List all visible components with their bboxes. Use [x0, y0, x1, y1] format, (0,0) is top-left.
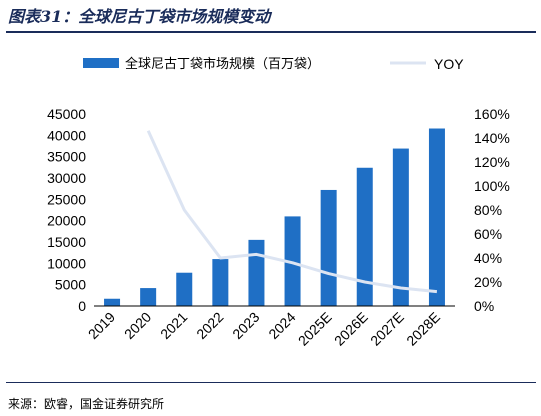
figure-title: 图表31：全球尼古丁袋市场规模变动 [8, 7, 271, 26]
x-tick-label: 2026E [331, 309, 371, 349]
left-tick-label: 30000 [47, 170, 86, 186]
legend-swatch-bar [83, 58, 119, 68]
right-tick-label: 160% [474, 106, 510, 122]
bar [140, 288, 157, 306]
right-tick-label: 120% [474, 154, 510, 170]
right-axis: 0% 20% 40% 60% 80% 100% 120% 140% 160% [474, 106, 510, 314]
bar [212, 259, 229, 306]
left-tick-label: 15000 [47, 234, 86, 250]
bar [284, 216, 301, 306]
x-tick-label: 2020 [121, 309, 154, 342]
bar [176, 272, 193, 306]
right-tick-label: 100% [474, 178, 510, 194]
bar [428, 128, 445, 306]
chart-legend: 全球尼古丁袋市场规模（百万袋） YOY [83, 56, 464, 72]
x-axis: 2019 2020 2021 2022 2023 20242025E2026E2027E2… [85, 305, 455, 349]
right-tick-label: 40% [474, 250, 502, 266]
bar [248, 239, 265, 306]
x-tick-label: 2025E [295, 309, 335, 349]
title-divider [6, 31, 536, 33]
legend-label-bar: 全球尼古丁袋市场规模（百万袋） [125, 56, 320, 72]
left-tick-label: 40000 [47, 127, 86, 143]
line-series [146, 130, 438, 294]
bar [356, 167, 373, 306]
right-tick-label: 20% [474, 274, 502, 290]
bar-series [104, 128, 445, 306]
x-tick-label: 2021 [157, 309, 190, 342]
left-tick-label: 45000 [47, 106, 86, 122]
x-tick-label: 2028E [403, 309, 443, 349]
x-tick-label: 2023 [229, 309, 262, 342]
right-tick-label: 0% [474, 298, 494, 314]
bar [392, 148, 409, 306]
right-tick-label: 80% [474, 202, 502, 218]
yoy-line [146, 130, 438, 294]
source-note: 来源：欧睿，国金证券研究所 [8, 397, 165, 411]
chart-canvas: 全球尼古丁袋市场规模（百万袋） YOY 0 5000 10000 15000 20000… [47, 56, 510, 349]
left-axis: 0 5000 10000 15000 20000 25000 30000 35000 40000… [47, 106, 86, 314]
left-tick-label: 0 [78, 298, 86, 314]
x-tick-label: 2027E [367, 309, 407, 349]
bar [104, 298, 121, 306]
left-tick-label: 35000 [47, 149, 86, 165]
left-tick-label: 20000 [47, 213, 86, 229]
left-tick-label: 10000 [47, 255, 86, 271]
x-tick-label: 2019 [85, 309, 118, 342]
left-tick-label: 25000 [47, 191, 86, 207]
legend-label-line: YOY [434, 56, 464, 72]
right-tick-label: 140% [474, 130, 510, 146]
left-tick-label: 5000 [55, 277, 86, 293]
footer-divider [6, 382, 536, 383]
x-tick-label: 2022 [193, 309, 226, 342]
right-tick-label: 60% [474, 226, 502, 242]
bar [320, 189, 337, 306]
